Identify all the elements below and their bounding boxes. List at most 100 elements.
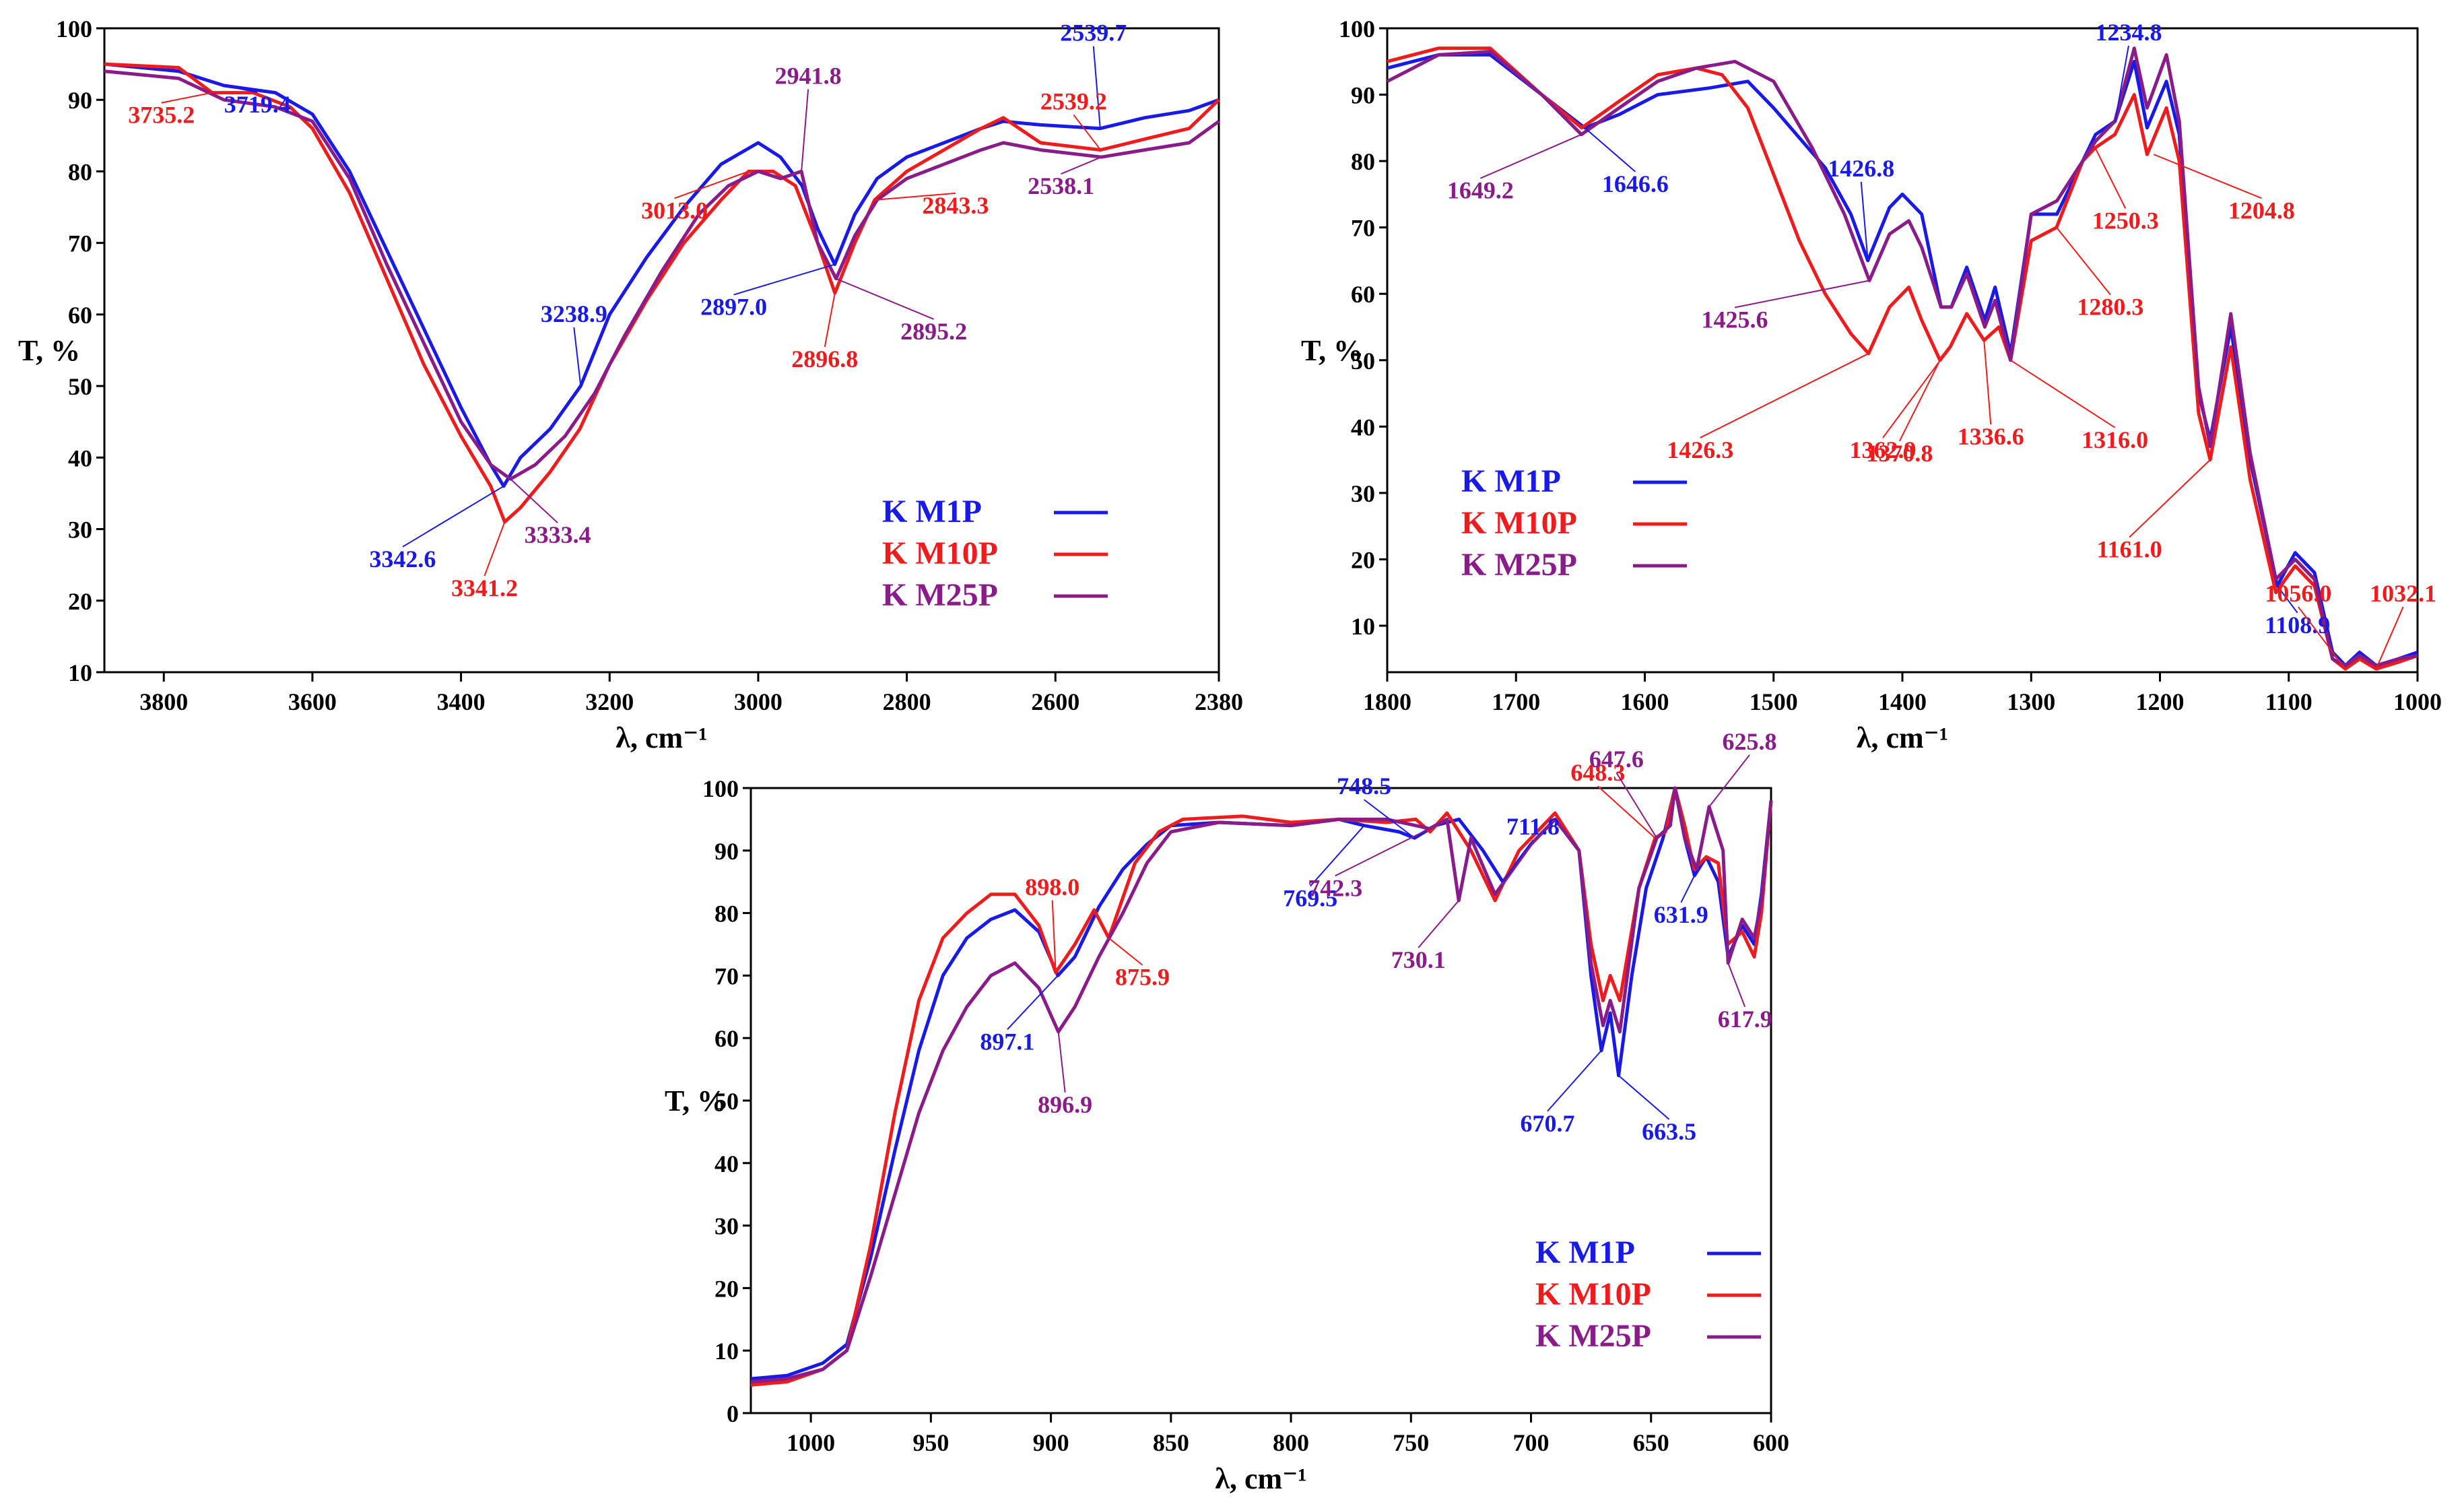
y-tick-label: 40: [714, 1150, 739, 1177]
peak-annotation-label: 2539.7: [1060, 20, 1127, 46]
annotation-leader: [402, 485, 504, 548]
x-tick-label: 1200: [2136, 688, 2185, 715]
peak-annotation-label: 647.6: [1589, 746, 1644, 773]
annotation-leader: [824, 292, 836, 348]
y-tick-label: 60: [1351, 281, 1375, 308]
x-tick-label: 900: [1033, 1429, 1069, 1456]
annotation-leader: [1584, 127, 1636, 172]
peak-annotation-label: 897.1: [980, 1028, 1034, 1055]
peak-annotation-label: 1161.0: [2097, 536, 2162, 563]
peak-annotation-label: 3735.2: [128, 102, 195, 129]
y-tick-label: 80: [68, 158, 92, 185]
x-tick-label: 800: [1273, 1429, 1309, 1456]
annotation-leader: [1882, 346, 1951, 438]
x-tick-label: 2800: [883, 688, 931, 715]
annotation-leader: [874, 192, 956, 201]
legend: K M1P K M10P K M25P: [1535, 1235, 1761, 1354]
y-tick-label: 90: [68, 87, 92, 114]
annotation-leader: [1108, 937, 1143, 966]
y-tick-label: 70: [68, 230, 92, 257]
y-tick-label: 50: [68, 373, 92, 400]
x-tick-label: 1000: [787, 1429, 835, 1456]
peak-annotation-label: 3341.2: [451, 575, 518, 601]
peak-annotation-label: 3238.9: [541, 300, 607, 327]
annotation-leader: [2094, 147, 2127, 209]
y-tick-label: 70: [714, 962, 739, 989]
peak-annotation-label: 1316.0: [2082, 426, 2148, 453]
series-line-k-m10p: [104, 62, 1220, 524]
x-tick-label: 1400: [1878, 688, 1927, 715]
peak-annotation-label: 875.9: [1115, 964, 1170, 991]
x-axis-label: λ, cm⁻¹: [1215, 1462, 1306, 1495]
series-line-k-m25p: [750, 786, 1773, 1384]
x-tick-label: 2600: [1031, 688, 1079, 715]
peak-annotation-label: 748.5: [1337, 773, 1391, 799]
x-tick-label: 3000: [734, 688, 783, 715]
annotation-leader: [2010, 359, 2116, 428]
legend: K M1P K M10P K M25P: [1461, 463, 1687, 583]
legend-label: K M10P: [882, 535, 998, 571]
peak-annotation-label: 769.5: [1283, 885, 1337, 912]
y-tick-label: 60: [714, 1025, 739, 1052]
x-tick-label: 3200: [585, 688, 634, 715]
peak-annotation-label: 631.9: [1654, 901, 1708, 928]
x-tick-label: 1000: [2393, 688, 2442, 715]
chart-panel-top-right: 1800 1700 1600 1500 1400 1300 1200 1100 1000 10 20…: [1301, 15, 2442, 754]
legend-label: K M1P: [1461, 463, 1561, 499]
annotation-leader: [1700, 353, 1869, 438]
annotation-leader: [1708, 754, 1750, 808]
legend-label: K M1P: [882, 494, 982, 529]
x-tick-label: 1600: [1621, 688, 1669, 715]
x-tick-label: 1500: [1750, 688, 1798, 715]
annotation-leader: [1418, 900, 1459, 948]
annotation-leader: [223, 84, 258, 93]
y-tick-label: 30: [714, 1213, 739, 1240]
x-tick-label: 3600: [288, 688, 337, 715]
x-axis-label: λ, cm⁻¹: [615, 721, 707, 754]
peak-annotation-label: 1370.8: [1866, 440, 1933, 467]
annotation-leader: [1616, 772, 1658, 839]
annotation-leader: [2298, 606, 2346, 670]
y-tick-label: 90: [1351, 82, 1375, 109]
peak-annotation-label: 663.5: [1642, 1118, 1696, 1145]
peak-annotation-label: 1032.1: [2370, 580, 2436, 607]
peak-annotation-label: 1425.6: [1702, 306, 1768, 333]
annotation-leader: [1547, 1050, 1602, 1112]
y-axis-label: T, %: [1301, 334, 1363, 367]
annotation-leader: [1092, 46, 1101, 129]
annotation-leader: [1073, 114, 1102, 151]
y-tick-label: 10: [1351, 613, 1375, 640]
peak-annotation-label: 1336.6: [1958, 423, 2024, 450]
peak-annotation-label: 3333.4: [525, 521, 591, 548]
peak-annotation-label: 1646.6: [1602, 170, 1669, 197]
x-tick-label: 950: [912, 1429, 949, 1456]
peak-annotation-label: 742.3: [1308, 874, 1362, 901]
chart-panel-bottom: 1000 950 900 850 800 750 700 650 600 0 10 20 30 40 50 6…: [665, 728, 1789, 1495]
peak-annotation-label: 2539.2: [1040, 88, 1107, 115]
y-tick-label: 40: [1351, 414, 1375, 440]
annotation-leader: [1310, 825, 1365, 887]
y-tick-label: 50: [714, 1088, 739, 1115]
plot-frame: [103, 27, 1220, 674]
y-tick-label: 20: [714, 1275, 739, 1302]
x-tick-label: 1800: [1363, 688, 1411, 715]
peak-annotation-label: 1280.3: [2077, 294, 2143, 321]
annotation-leader: [1057, 1031, 1066, 1093]
annotation-leader: [1502, 839, 1534, 882]
x-tick-label: 1300: [2007, 688, 2055, 715]
series-line-k-m25p: [104, 69, 1220, 481]
peak-annotation-label: 2843.3: [922, 192, 989, 219]
legend-label: K M1P: [1535, 1235, 1635, 1270]
peak-annotation-label: 1204.8: [2228, 197, 2295, 224]
annotation-leader: [801, 89, 809, 172]
annotation-leader: [1051, 900, 1057, 973]
annotation-leader: [1480, 133, 1582, 179]
annotation-leader: [484, 521, 506, 577]
peak-annotation-label: 1250.3: [2092, 207, 2159, 234]
x-tick-label: 3400: [437, 688, 486, 715]
annotation-leader: [1618, 1075, 1670, 1120]
legend-label: K M10P: [1461, 505, 1577, 541]
annotation-leader: [1364, 799, 1416, 839]
annotation-leader: [1860, 181, 1869, 261]
peak-annotation-label: 2896.8: [791, 346, 858, 372]
